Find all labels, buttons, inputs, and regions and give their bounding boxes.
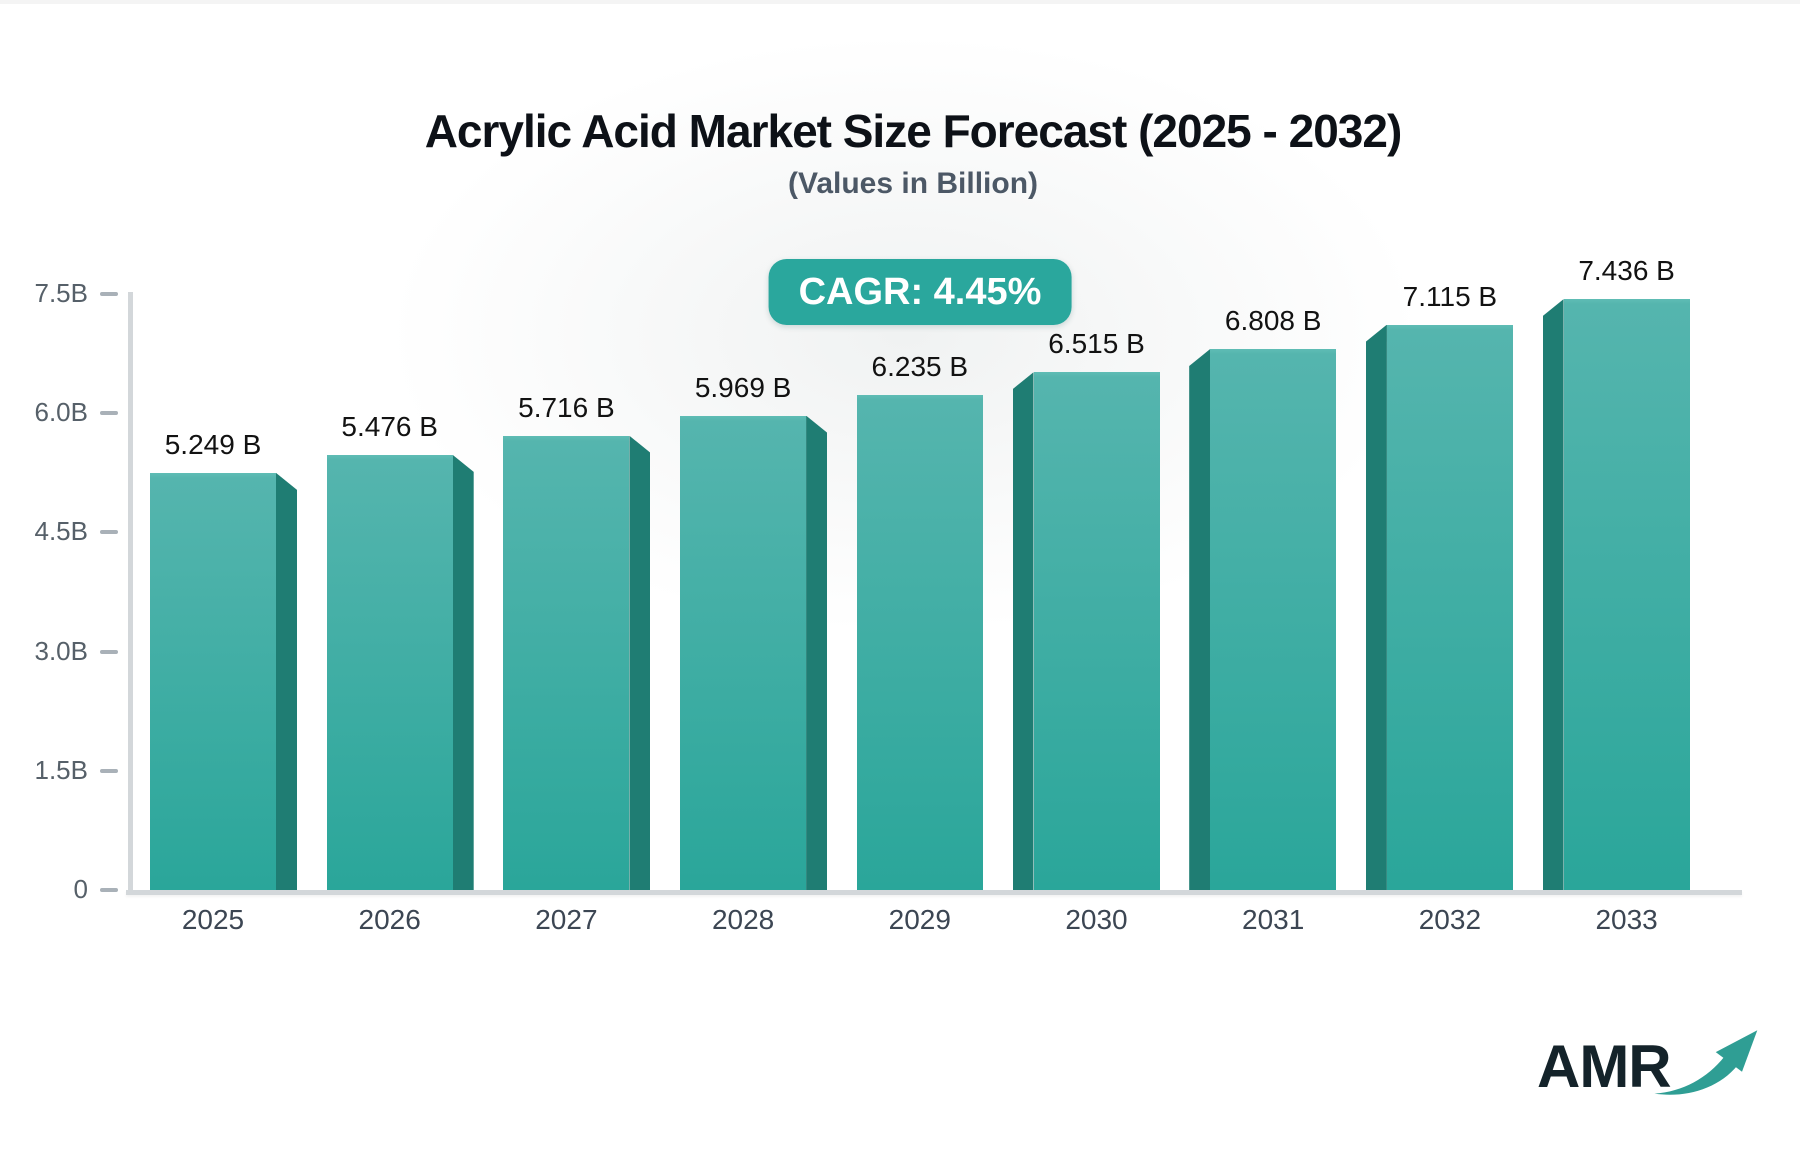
bar-face-2026 [326, 454, 453, 890]
y-tick-dash [100, 768, 118, 773]
bar-value-label: 5.249 B [164, 428, 262, 460]
bar-value-label: 7.436 B [1578, 255, 1675, 287]
bar-value-label: 5.969 B [694, 371, 792, 403]
bar-side-2032 [1365, 324, 1387, 890]
bar-value-label: 6.808 B [1224, 304, 1322, 336]
bar-side-2026 [452, 454, 474, 890]
bar-face-2030 [1033, 372, 1160, 890]
chart-subtitle: (Values in Billion) [787, 167, 1039, 200]
bar-side-2030 [1012, 372, 1034, 890]
x-axis-label-2026: 2026 [358, 904, 421, 935]
y-tick-label: 7.5B [34, 278, 89, 308]
bar-face-2032 [1386, 324, 1513, 890]
amr-logo-text: AMR [1537, 1033, 1672, 1100]
bar-face-2027 [503, 435, 630, 890]
bar-side-2028 [806, 415, 828, 890]
plot-area: 0 1.5B 3.0B 4.5B 6.0B 7.5B 5.249 B 2025 5.476 B 2… [0, 4, 1800, 1160]
y-tick-label: 0 [73, 874, 88, 904]
x-axis-label-2029: 2029 [888, 904, 951, 935]
y-tick-dash [100, 411, 118, 416]
x-axis-label-2030: 2030 [1065, 904, 1128, 935]
y-tick-label: 1.5B [34, 754, 89, 785]
x-axis-label-2031: 2031 [1242, 904, 1305, 935]
amr-logo: AMR [1537, 1030, 1767, 1122]
bar-side-2025 [276, 472, 297, 890]
cagr-badge: CAGR: 4.45% [768, 259, 1072, 325]
bar-side-2027 [629, 435, 651, 890]
y-tick-dash [100, 649, 118, 654]
y-tick-label: 6.0B [34, 397, 89, 428]
x-axis-label-2033: 2033 [1595, 904, 1658, 935]
bar-face-2031 [1210, 348, 1337, 890]
y-tick-dash [100, 292, 118, 296]
y-tick-dash [100, 530, 118, 535]
bar-face-2033 [1563, 299, 1690, 890]
x-axis-label-2025: 2025 [181, 904, 245, 935]
x-axis-label-2032: 2032 [1418, 904, 1482, 935]
y-tick-label: 4.5B [34, 516, 89, 547]
bar-value-label: 6.515 B [1048, 328, 1145, 360]
bar-face-2028 [680, 415, 807, 890]
y-tick-dash [100, 888, 118, 892]
bar-face-2029 [856, 394, 983, 890]
bar-value-label: 5.716 B [518, 391, 615, 423]
bar-side-2031 [1189, 348, 1211, 890]
x-axis-label-2028: 2028 [711, 904, 775, 935]
chart-title: Acrylic Acid Market Size Forecast (2025 … [424, 105, 1403, 157]
bar-value-label: 5.476 B [341, 410, 438, 442]
growth-arrow-icon [1654, 1030, 1758, 1095]
y-axis-line [128, 292, 133, 894]
bar-face-2025 [150, 472, 276, 890]
bar-side-2033 [1542, 299, 1564, 890]
y-tick-label: 3.0B [34, 635, 89, 666]
x-axis-line [126, 890, 1742, 895]
bar-value-label: 7.115 B [1402, 280, 1498, 312]
x-axis-label-2027: 2027 [535, 904, 598, 935]
bar-value-label: 6.235 B [871, 350, 969, 382]
